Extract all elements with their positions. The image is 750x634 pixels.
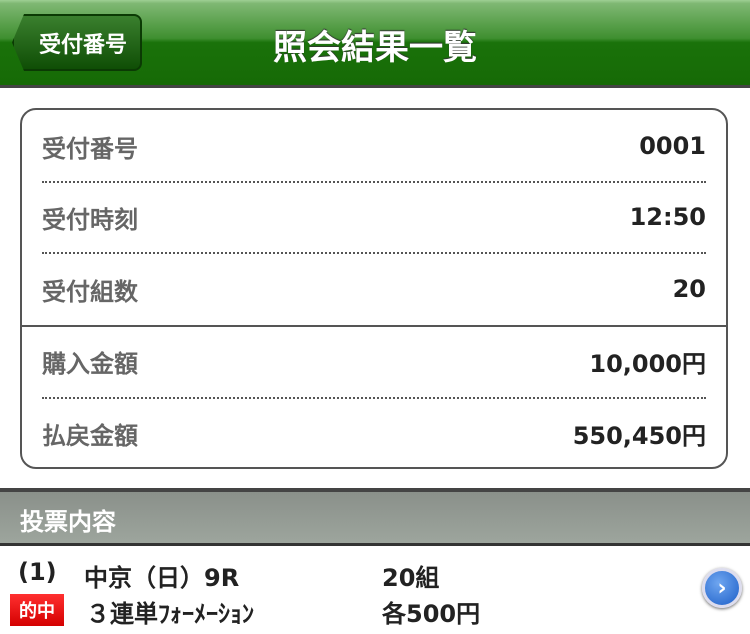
divider — [22, 325, 726, 327]
row-receipt-time: 受付時刻 12:50 — [42, 181, 706, 253]
section-header: 投票内容 — [0, 488, 750, 546]
bet-race: 中京（日）9R — [84, 564, 240, 592]
chevron-right-icon[interactable]: › — [702, 568, 742, 608]
value: 20 — [672, 275, 706, 303]
value: 0001 — [639, 132, 706, 160]
row-receipt-number: 受付番号 0001 — [42, 110, 706, 182]
hit-badge: 的中 — [10, 594, 64, 626]
row-combination-count: 受付組数 20 — [42, 253, 706, 325]
value: 550,450円 — [572, 421, 706, 450]
bet-combos: 20組 — [382, 564, 440, 592]
back-button[interactable]: 受付番号 — [12, 14, 142, 71]
bet-index: (1) — [18, 558, 57, 586]
summary-card: 受付番号 0001 受付時刻 12:50 受付組数 20 購入金額 10,000円 払戻… — [20, 108, 728, 469]
divider — [42, 181, 706, 183]
bet-amount: 各500円 — [382, 600, 481, 628]
divider — [42, 252, 706, 254]
row-payout-amount: 払戻金額 550,450円 — [42, 397, 706, 469]
value: 10,000円 — [589, 349, 706, 378]
header-bar: 受付番号 照会結果一覧 — [0, 0, 750, 88]
value: 12:50 — [629, 203, 706, 231]
label: 受付組数 — [42, 277, 138, 306]
page-title: 照会結果一覧 — [273, 28, 477, 68]
row-purchase-amount: 購入金額 10,000円 — [42, 325, 706, 397]
label: 購入金額 — [42, 349, 138, 378]
divider — [42, 397, 706, 399]
label: 受付番号 — [42, 134, 138, 163]
label: 払戻金額 — [42, 421, 138, 450]
bet-type: ３連単ﾌｫｰﾒｰｼｮﾝ — [86, 600, 254, 628]
label: 受付時刻 — [42, 205, 138, 234]
